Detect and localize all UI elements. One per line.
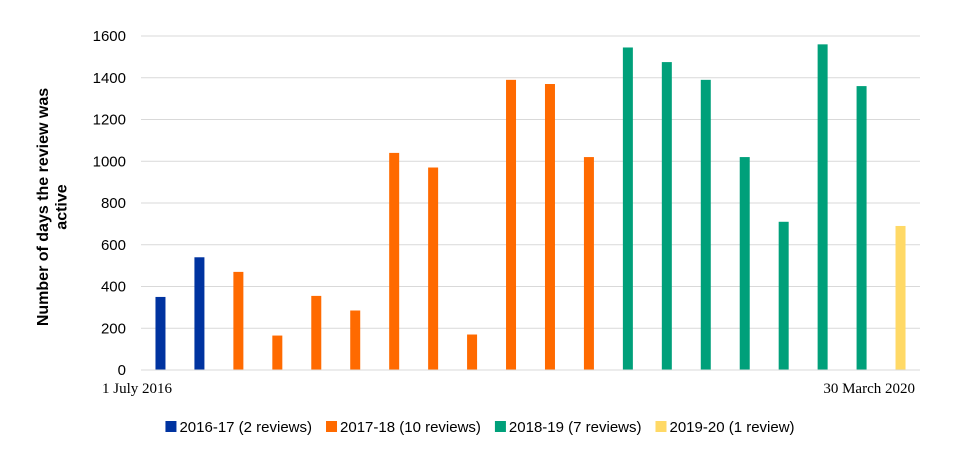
y-tick-label: 800	[101, 195, 126, 212]
bars	[155, 44, 906, 371]
bar	[233, 271, 244, 370]
bar	[895, 225, 906, 370]
y-tick-label: 400	[101, 279, 126, 296]
y-tick-label: 1600	[93, 28, 126, 45]
x-end-label: 30 March 2020	[823, 381, 915, 397]
bar	[622, 47, 633, 370]
y-tick-label: 200	[101, 320, 126, 337]
legend-item: 2019-20 (1 review)	[655, 419, 795, 436]
legend-item: 2018-19 (7 reviews)	[494, 419, 642, 436]
legend-swatch	[655, 421, 667, 432]
legend: 2016-17 (2 reviews) 2017-18 (10 reviews) 2…	[165, 419, 795, 436]
bar	[739, 157, 750, 370]
y-axis-title: Number of days the review wasactive	[35, 88, 70, 326]
x-start-label: 1 July 2016	[102, 381, 173, 397]
bar	[272, 335, 283, 370]
legend-label: 2017-18 (10 reviews)	[340, 419, 481, 436]
bar	[467, 334, 478, 370]
y-tick-label: 600	[101, 237, 126, 254]
legend-swatch	[494, 421, 506, 432]
bar	[661, 62, 672, 370]
legend-item: 2016-17 (2 reviews)	[165, 419, 312, 436]
bar	[583, 157, 594, 370]
y-tick-label: 0	[118, 362, 126, 379]
legend-label: 2016-17 (2 reviews)	[179, 419, 312, 436]
bar	[350, 310, 361, 370]
legend-item: 2017-18 (10 reviews)	[326, 419, 481, 436]
y-axis-ticks: 0 200 400 600 800 1000 1200 1400 1600	[93, 28, 126, 379]
y-tick-label: 1000	[93, 153, 126, 170]
gridlines	[141, 35, 920, 329]
legend-label: 2019-20 (1 review)	[669, 419, 794, 436]
bar	[778, 221, 789, 370]
bar	[428, 167, 439, 370]
legend-swatch	[326, 421, 338, 432]
y-tick-label: 1400	[93, 70, 126, 87]
bar	[544, 84, 555, 370]
y-tick-label: 1200	[93, 112, 126, 129]
bar	[700, 79, 711, 371]
legend-label: 2018-19 (7 reviews)	[509, 419, 642, 436]
bar	[506, 79, 517, 371]
bar	[155, 296, 166, 370]
bar	[311, 295, 322, 370]
bar	[389, 152, 400, 370]
legend-swatch	[165, 421, 177, 432]
bar	[194, 257, 205, 370]
bar	[817, 44, 828, 370]
bar	[856, 86, 867, 370]
